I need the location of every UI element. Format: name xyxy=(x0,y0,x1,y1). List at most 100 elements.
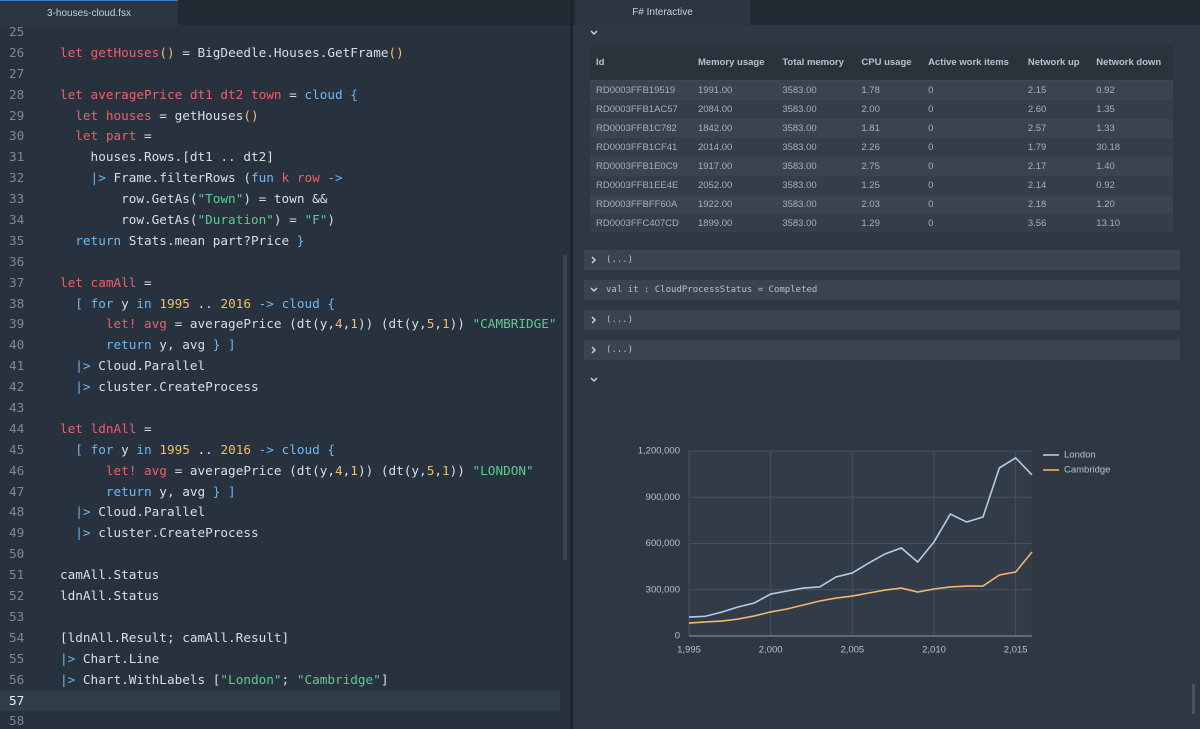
line-number: 48 xyxy=(9,504,25,520)
line-number: 43 xyxy=(9,400,25,416)
output-block[interactable]: val it : CloudProcessStatus = Completed xyxy=(584,280,1180,300)
table-cell: 0 xyxy=(922,80,1022,100)
table-cell: 1.79 xyxy=(1021,138,1091,157)
code-token: )) (dt(y, xyxy=(357,462,427,478)
code-line: 57 xyxy=(0,690,560,712)
output-block[interactable]: (...) xyxy=(584,340,1180,360)
table-row: RD0003FFB1C782 1842.00 3583.00 1.81 0 2.57 1.3… xyxy=(590,119,1173,138)
code-token: for xyxy=(90,295,114,311)
code-line: 44 let ldnAll = xyxy=(0,419,560,440)
table-cell: 1.33 xyxy=(1090,119,1173,138)
table-cell: 3583.00 xyxy=(776,80,856,100)
code-line: 41 |> Cloud.Parallel xyxy=(0,356,560,377)
interactive-pane: F# Interactive Id Memory usage Total memor… xyxy=(573,0,1200,729)
table-cell: 30.18 xyxy=(1090,138,1173,157)
code-line: 30 let part = xyxy=(0,126,560,147)
code-token: let! avg xyxy=(60,316,167,332)
scrollbar[interactable] xyxy=(563,255,567,560)
column-header: Active work items xyxy=(922,45,1022,81)
table-cell: 2.14 xyxy=(1021,176,1091,195)
code-token: )) (dt(y, xyxy=(357,316,427,332)
code-token: = getHouses xyxy=(151,107,244,123)
code-text: |> cluster.CreateProcess xyxy=(60,377,258,398)
code-line: 42 |> cluster.CreateProcess xyxy=(0,377,560,398)
code-token: } ] xyxy=(212,337,236,353)
code-token: |> xyxy=(60,170,114,186)
code-token: = xyxy=(136,274,152,290)
code-line: 58 xyxy=(0,711,560,729)
code-token: ] xyxy=(380,671,389,687)
chevron[interactable] xyxy=(589,28,599,38)
table-cell: RD0003FFBFF60A xyxy=(590,195,692,214)
line-number: 45 xyxy=(9,441,25,457)
code-token: ) = town && xyxy=(243,191,328,207)
code-token: = averagePrice (dt(y, xyxy=(166,316,336,332)
scrollbar[interactable] xyxy=(1192,684,1195,714)
code-token: Stats.mean part?Price xyxy=(121,232,297,248)
table-cell: 2084.00 xyxy=(691,100,777,119)
tab-bar: 3-houses-cloud.fsx xyxy=(0,0,570,26)
code-token: = xyxy=(136,420,152,436)
code-line: 48 |> Cloud.Parallel xyxy=(0,502,560,523)
code-line: 29 let houses = getHouses() xyxy=(0,106,560,127)
chevron[interactable] xyxy=(589,375,599,385)
x-tick-label: 1,995 xyxy=(677,645,701,656)
table-cell: 0 xyxy=(922,195,1022,214)
table-cell: 0 xyxy=(922,157,1022,176)
code-token: 2016 xyxy=(220,295,252,311)
column-header: Network down xyxy=(1090,45,1173,81)
code-line: 52 ldnAll.Status xyxy=(0,586,560,607)
code-token: |> xyxy=(60,504,99,520)
line-number: 56 xyxy=(9,671,25,687)
series-line xyxy=(688,551,1033,624)
code-token: -> cloud { xyxy=(251,295,336,311)
table-cell: 2014.00 xyxy=(691,138,777,157)
code-token: "London" xyxy=(220,671,282,687)
code-token: ) xyxy=(327,212,336,228)
table-cell: 1.35 xyxy=(1090,100,1173,119)
code-text: [ for y in 1995 .. 2016 -> cloud { xyxy=(60,294,335,315)
line-number: 38 xyxy=(9,295,25,311)
line-number: 37 xyxy=(9,274,25,290)
code-token: y xyxy=(113,295,137,311)
code-token: let ldnAll xyxy=(60,420,137,436)
code-line: 50 xyxy=(0,544,560,565)
line-number: 50 xyxy=(9,546,25,562)
code-text: ldnAll.Status xyxy=(60,586,159,607)
table-cell: 3583.00 xyxy=(776,157,856,176)
code-token: , xyxy=(342,316,351,332)
table-cell: 0 xyxy=(922,214,1022,233)
interactive-tab[interactable]: F# Interactive xyxy=(575,0,750,25)
code-line: 49 |> cluster.CreateProcess xyxy=(0,523,560,544)
editor-tab[interactable]: 3-houses-cloud.fsx xyxy=(0,0,178,26)
line-number: 44 xyxy=(9,420,25,436)
code-text: let part = xyxy=(60,126,151,147)
line-number: 42 xyxy=(9,379,25,395)
output-block[interactable]: (...) xyxy=(584,310,1180,330)
chevron xyxy=(590,287,598,293)
code-text: |> Cloud.Parallel xyxy=(60,356,205,377)
code-text: |> Cloud.Parallel xyxy=(60,502,205,523)
code-token: houses.Rows.[dt1 .. dt2] xyxy=(60,149,274,165)
line-number: 51 xyxy=(9,567,25,583)
code-token: 1 xyxy=(441,462,450,478)
code-token: , xyxy=(342,462,351,478)
code-text: [ldnAll.Result; camAll.Result] xyxy=(60,628,289,649)
line-number: 49 xyxy=(9,525,25,541)
output-block[interactable]: (...) xyxy=(584,250,1180,270)
table-cell: 2.17 xyxy=(1021,157,1091,176)
table-row: RD0003FFC407CD 1899.00 3583.00 1.29 0 3.56 13.… xyxy=(590,214,1173,233)
code-token: Chart.Line xyxy=(82,650,160,666)
code-text: let houses = getHouses() xyxy=(60,106,258,127)
column-header: Memory usage xyxy=(691,45,777,81)
code-token: 1 xyxy=(350,316,358,332)
line-number: 36 xyxy=(9,253,25,269)
code-token: row.GetAs( xyxy=(60,212,198,228)
chevron xyxy=(591,316,597,324)
code-text: let camAll = xyxy=(60,273,152,294)
line-number: 26 xyxy=(9,44,25,60)
code-token: 1 xyxy=(350,462,358,478)
code-text: let! avg = averagePrice (dt(y,4,1)) (dt(… xyxy=(60,314,557,335)
table-cell: 2.57 xyxy=(1021,119,1091,138)
